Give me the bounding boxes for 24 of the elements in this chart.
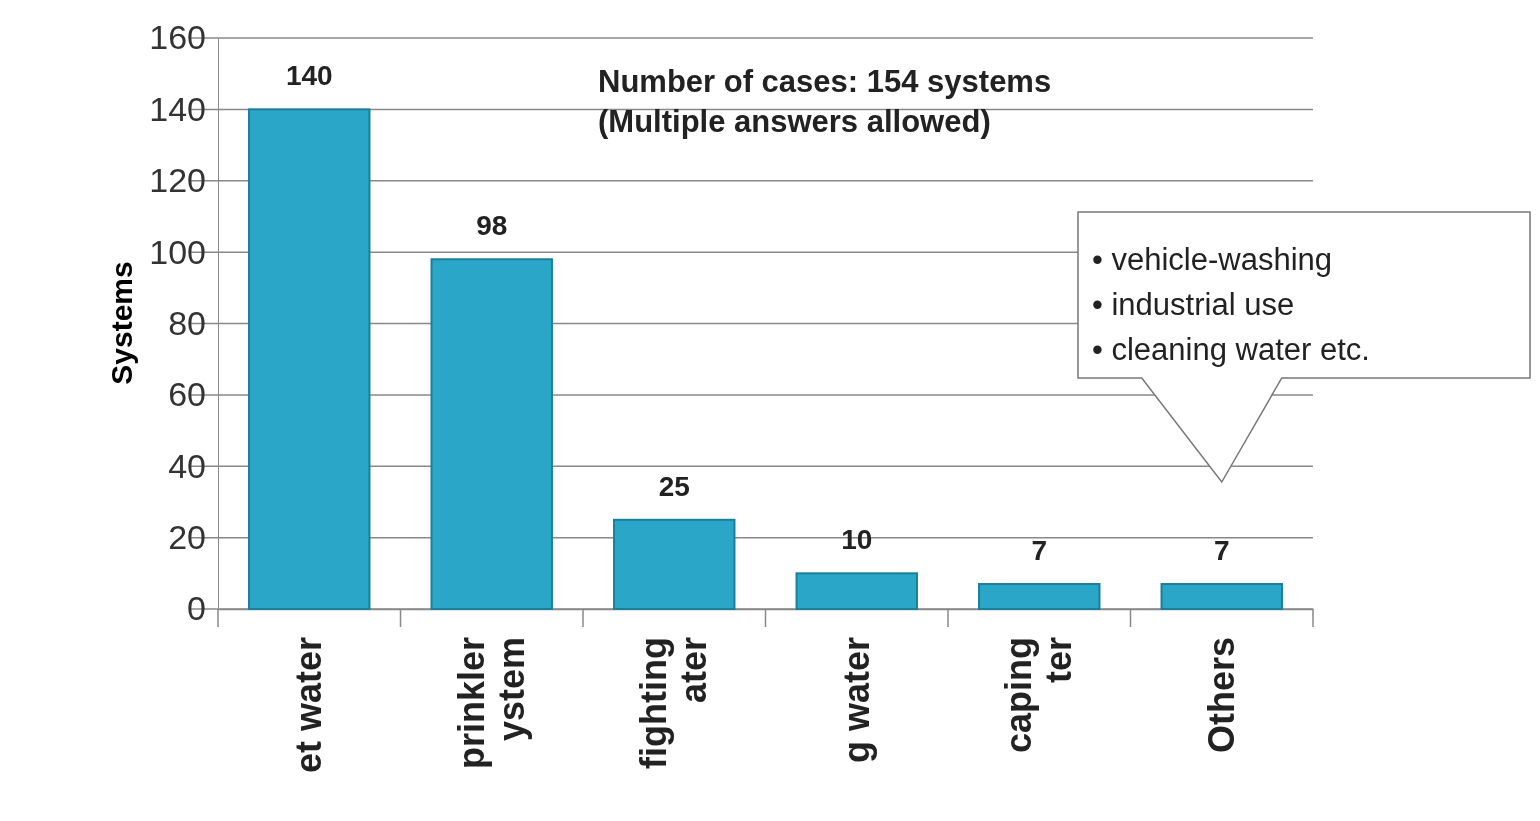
y-tick-label: 100 [149,232,206,271]
data-label: 98 [476,210,508,242]
y-tick-label: 160 [149,18,206,57]
y-tick-label: 60 [168,375,206,414]
y-tick-label: 20 [168,518,206,557]
y-tick-label: 40 [168,446,206,485]
y-tick-label: 0 [187,589,206,628]
data-label: 7 [1213,535,1230,567]
x-tick-label: et water [288,637,330,774]
x-tick-label: prinkler ystem [450,637,532,770]
y-axis-title: Systems [105,261,138,385]
data-label: 25 [658,470,690,502]
data-label: 7 [1031,535,1048,567]
data-label: 140 [285,60,333,92]
x-tick-label: g water [835,637,877,764]
y-tick-label: 80 [168,303,206,342]
data-label: 10 [841,524,873,556]
x-tick-label: Others [1200,637,1242,754]
y-tick-label: 120 [149,161,206,200]
annotation: • vehicle-washing • industrial use • cleaning water etc. [1092,242,1370,367]
annotation: Number of cases: 154 systems (Multiple answers allowed) [598,64,1052,139]
x-tick-label: caping ter [998,637,1080,754]
y-tick-label: 140 [149,89,206,128]
x-tick-label: fighting ater [633,637,715,769]
